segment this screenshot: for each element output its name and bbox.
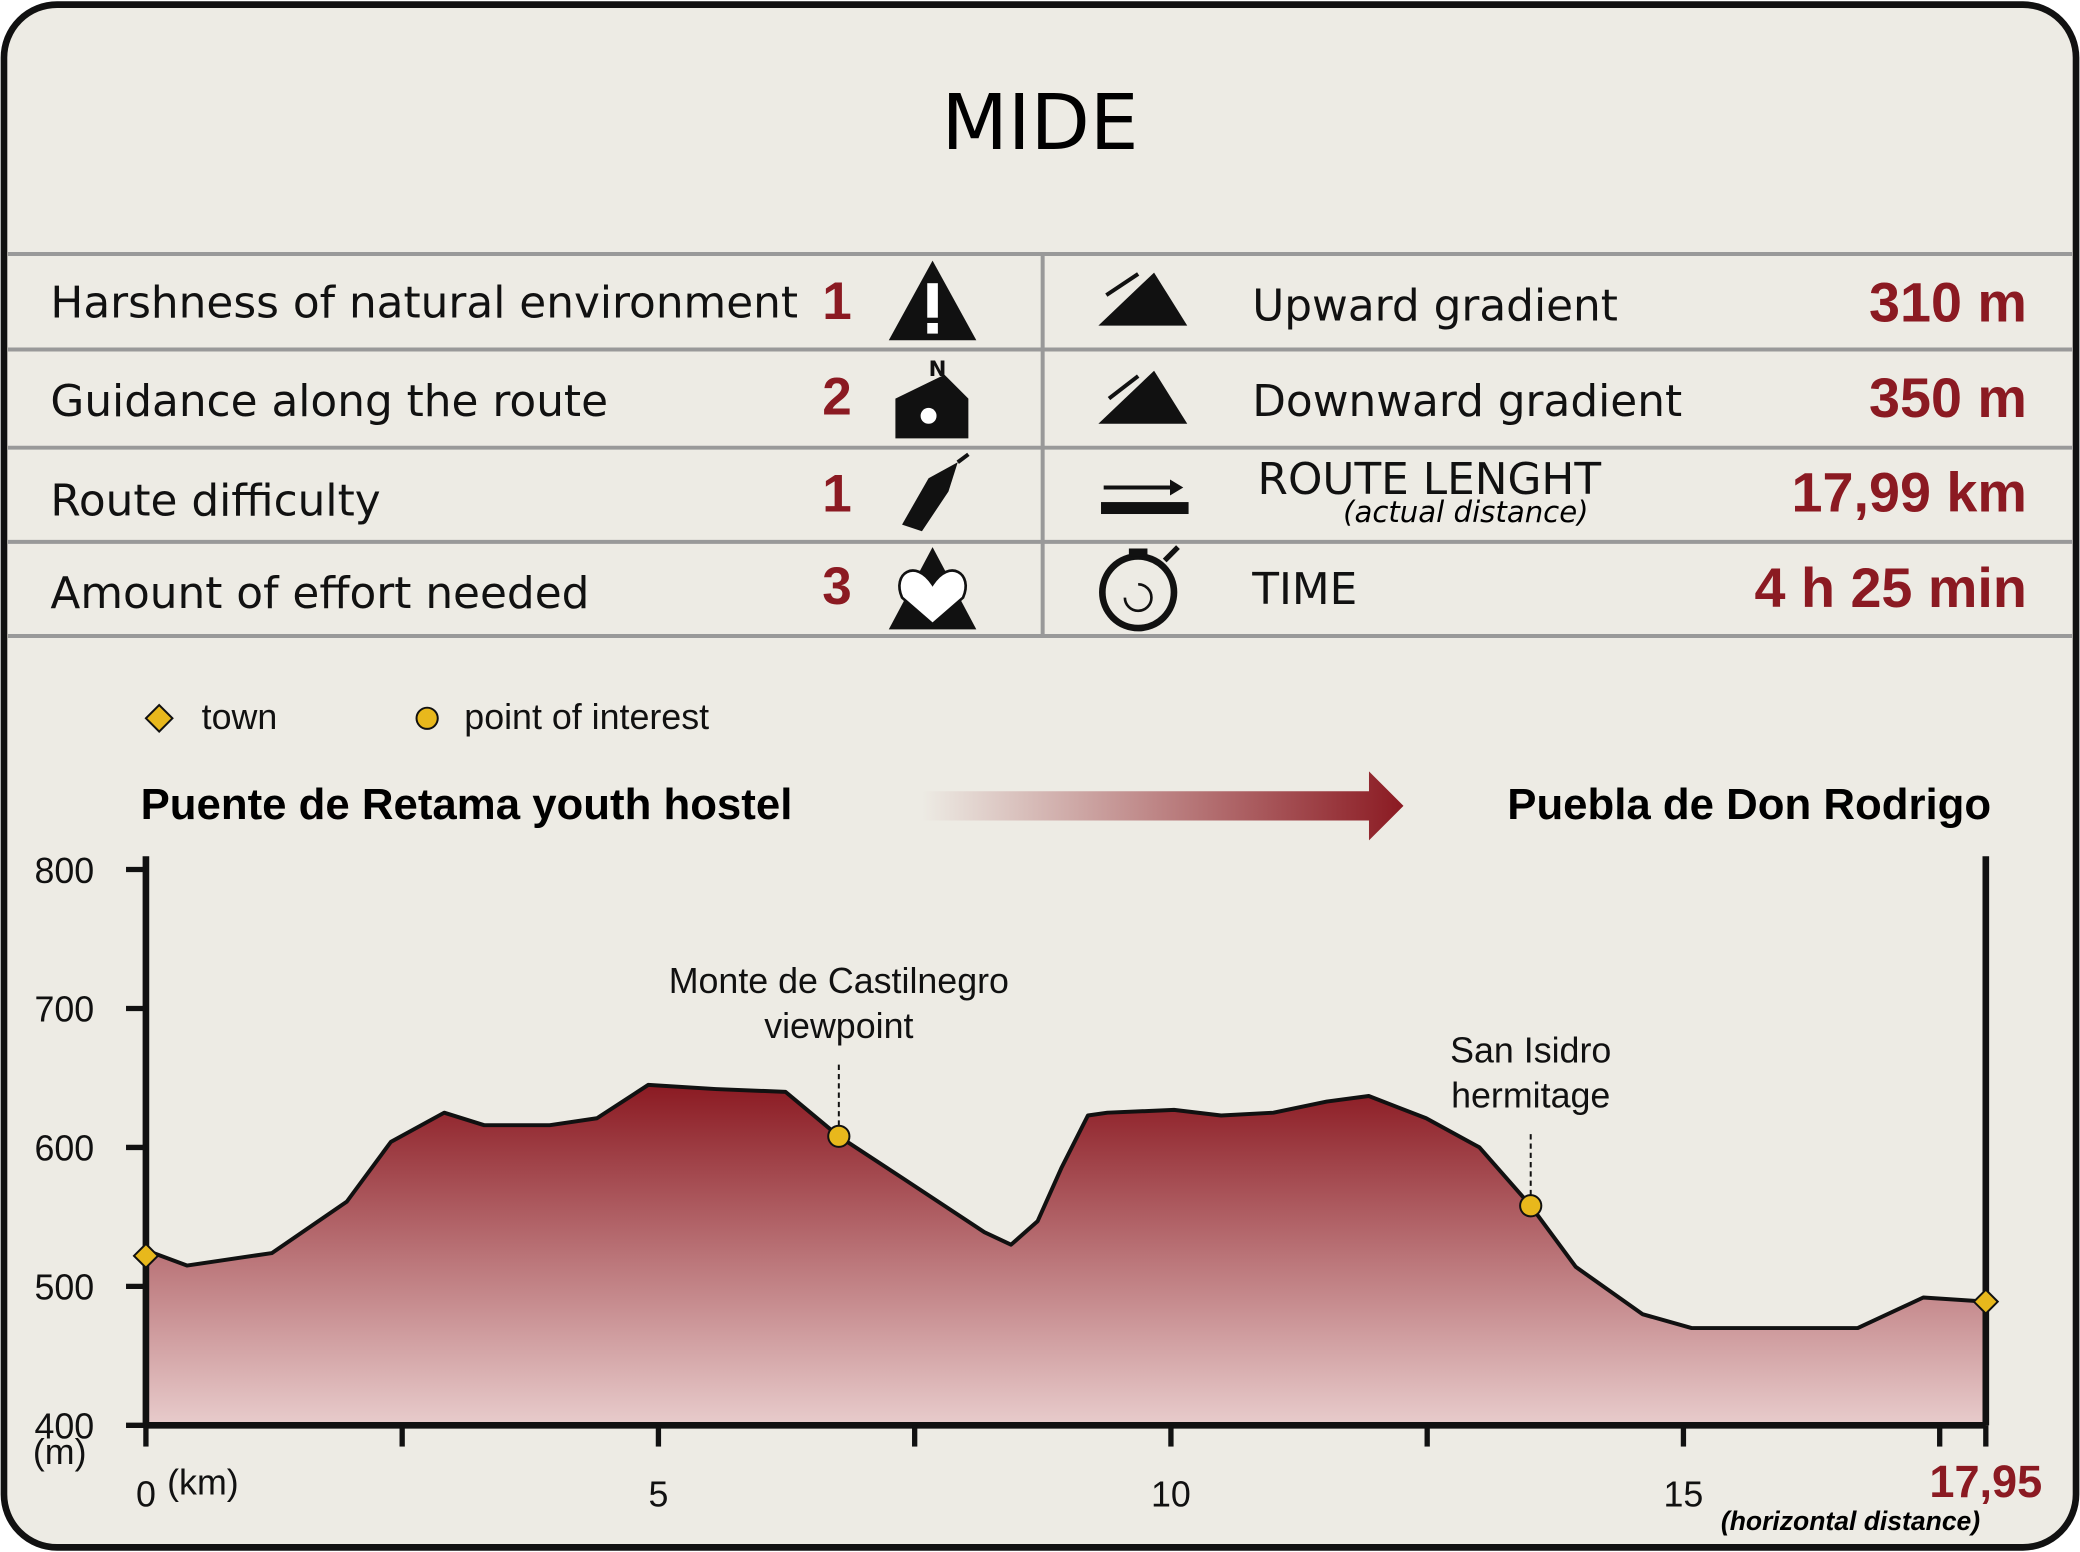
- legend-town-marker: [144, 703, 174, 733]
- x-unit: (km): [167, 1462, 239, 1502]
- mide-label: Amount of effort needed: [50, 568, 589, 619]
- legend-label: point of interest: [464, 697, 709, 737]
- route-label: ROUTE LENGHT: [1258, 454, 1602, 505]
- y-unit: (m): [33, 1432, 87, 1472]
- icons: N: [888, 260, 1189, 632]
- elevation-line: [145, 1082, 1986, 1331]
- poi-marker: [1519, 1194, 1543, 1218]
- route-value: 4 h 25 min: [1755, 557, 2027, 619]
- poi-marker: [827, 1124, 851, 1148]
- route-label: Downward gradient: [1252, 376, 1682, 427]
- direction-arrow: [921, 771, 1404, 841]
- town-marker: [1972, 1288, 2000, 1316]
- poi-label: San Isidro: [1450, 1031, 1611, 1071]
- legend-label: town: [202, 697, 278, 737]
- mide-label: Route difficulty: [50, 475, 380, 526]
- y-tick-label: 400: [34, 1407, 94, 1447]
- y-tick-label: 800: [34, 851, 94, 891]
- title: MIDE: [942, 79, 1139, 168]
- mide-label: Guidance along the route: [50, 376, 608, 427]
- route-note: (actual distance): [1343, 495, 1588, 529]
- svg-text:N: N: [929, 357, 947, 382]
- mide-value: 2: [822, 368, 852, 427]
- mide-value: 1: [822, 272, 852, 331]
- table-lines: [7, 252, 2073, 639]
- x-tick-label: 17,95: [1929, 1456, 2042, 1507]
- legend-poi-marker: [415, 706, 439, 730]
- x-note: (horizontal distance): [1721, 1506, 1980, 1536]
- route-value: 310 m: [1869, 272, 2027, 334]
- poi-label: viewpoint: [764, 1006, 913, 1046]
- poi-label: Monte de Castilnegro: [669, 961, 1009, 1001]
- mide-label: Harshness of natural environment: [50, 278, 798, 329]
- elevation-chart: 400 500 600 700 800 (m) 0 5 10 15 17,95 (km) (horizo…: [33, 851, 2042, 1536]
- x-tick-label: 15: [1664, 1474, 1704, 1514]
- route-label: Upward gradient: [1252, 280, 1618, 331]
- x-tick-label: 5: [648, 1474, 668, 1514]
- y-tick-label: 500: [34, 1268, 94, 1308]
- elevation-area: [145, 1084, 1986, 1426]
- x-tick-label: 0: [136, 1474, 156, 1514]
- y-tick-label: 700: [34, 990, 94, 1030]
- end-label: Puebla de Don Rodrigo: [1507, 780, 1991, 829]
- y-tick-label: 600: [34, 1129, 94, 1169]
- mide-value: 1: [822, 464, 852, 523]
- start-label: Puente de Retama youth hostel: [141, 780, 793, 829]
- route-label: TIME: [1251, 564, 1357, 615]
- poi-label: hermitage: [1451, 1076, 1610, 1116]
- mide-value: 3: [822, 557, 852, 616]
- route-value: 350 m: [1869, 367, 2027, 429]
- route-value: 17,99 km: [1792, 461, 2027, 523]
- town-marker: [132, 1242, 160, 1270]
- x-tick-label: 10: [1151, 1474, 1191, 1514]
